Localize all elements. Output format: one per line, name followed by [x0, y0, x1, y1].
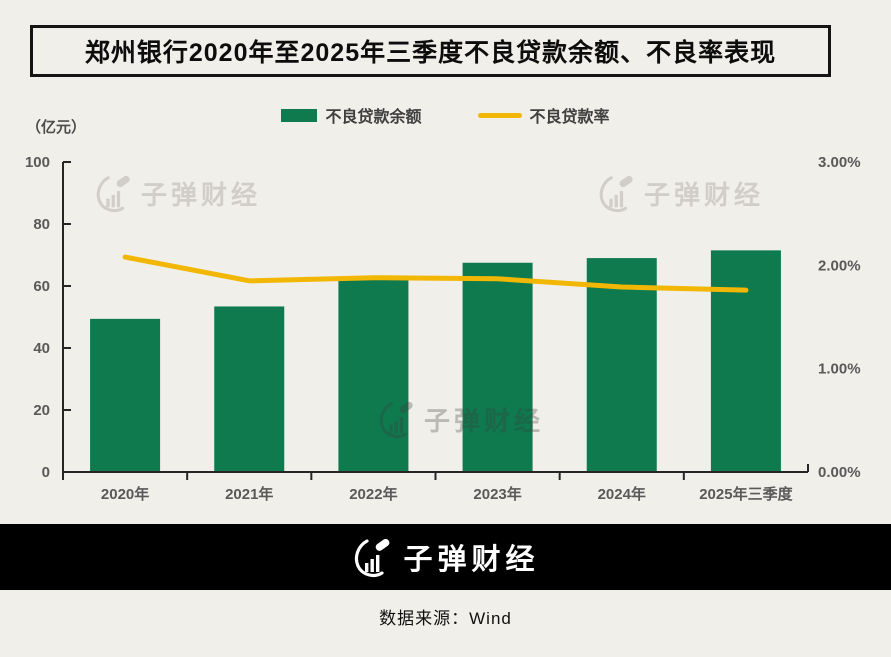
legend-item-balance: 不良贷款余额: [281, 103, 422, 127]
chart-area: 0 20 40 60 80 100 0.00% 1.00% 2.00% 3.00% 2020年 202…: [0, 148, 891, 518]
svg-text:20: 20: [33, 402, 50, 419]
svg-text:2024年: 2024年: [598, 485, 646, 503]
left-axis-unit-label: （亿元）: [26, 119, 87, 136]
legend: 不良贷款余额 不良贷款率: [0, 103, 891, 127]
svg-text:3.00%: 3.00%: [818, 154, 861, 171]
svg-text:60: 60: [33, 278, 50, 295]
svg-text:2.00%: 2.00%: [818, 257, 861, 274]
brand-logo: 子弹财经: [351, 535, 539, 579]
svg-text:2021年: 2021年: [225, 485, 273, 503]
svg-text:0: 0: [42, 464, 50, 481]
svg-text:80: 80: [33, 216, 50, 233]
legend-label-balance: 不良贷款余额: [325, 109, 422, 126]
line-swatch-icon: [477, 112, 522, 118]
chart-title: 郑州银行2020年至2025年三季度不良贷款余额、不良率表现: [30, 25, 831, 77]
svg-text:2020年: 2020年: [101, 485, 149, 503]
legend-item-ratio: 不良贷款率: [477, 103, 610, 127]
svg-text:2025年三季度: 2025年三季度: [699, 485, 793, 503]
data-source-note: 数据来源：Wind: [379, 609, 512, 628]
brand-logo-text: 子弹财经: [403, 544, 540, 576]
footer-brand-band: 子弹财经: [0, 524, 891, 590]
svg-text:1.00%: 1.00%: [818, 361, 861, 378]
svg-text:2023年: 2023年: [473, 485, 521, 503]
svg-text:0.00%: 0.00%: [818, 464, 861, 481]
bar-swatch-icon: [281, 108, 318, 122]
svg-text:40: 40: [33, 340, 50, 357]
bullet-logo-icon: [355, 538, 390, 577]
legend-label-ratio: 不良贷款率: [529, 109, 610, 126]
chart-svg: 0 20 40 60 80 100 0.00% 1.00% 2.00% 3.00% 2020年 202…: [25, 154, 861, 503]
svg-text:2022年: 2022年: [349, 485, 397, 503]
svg-text:100: 100: [25, 154, 50, 171]
